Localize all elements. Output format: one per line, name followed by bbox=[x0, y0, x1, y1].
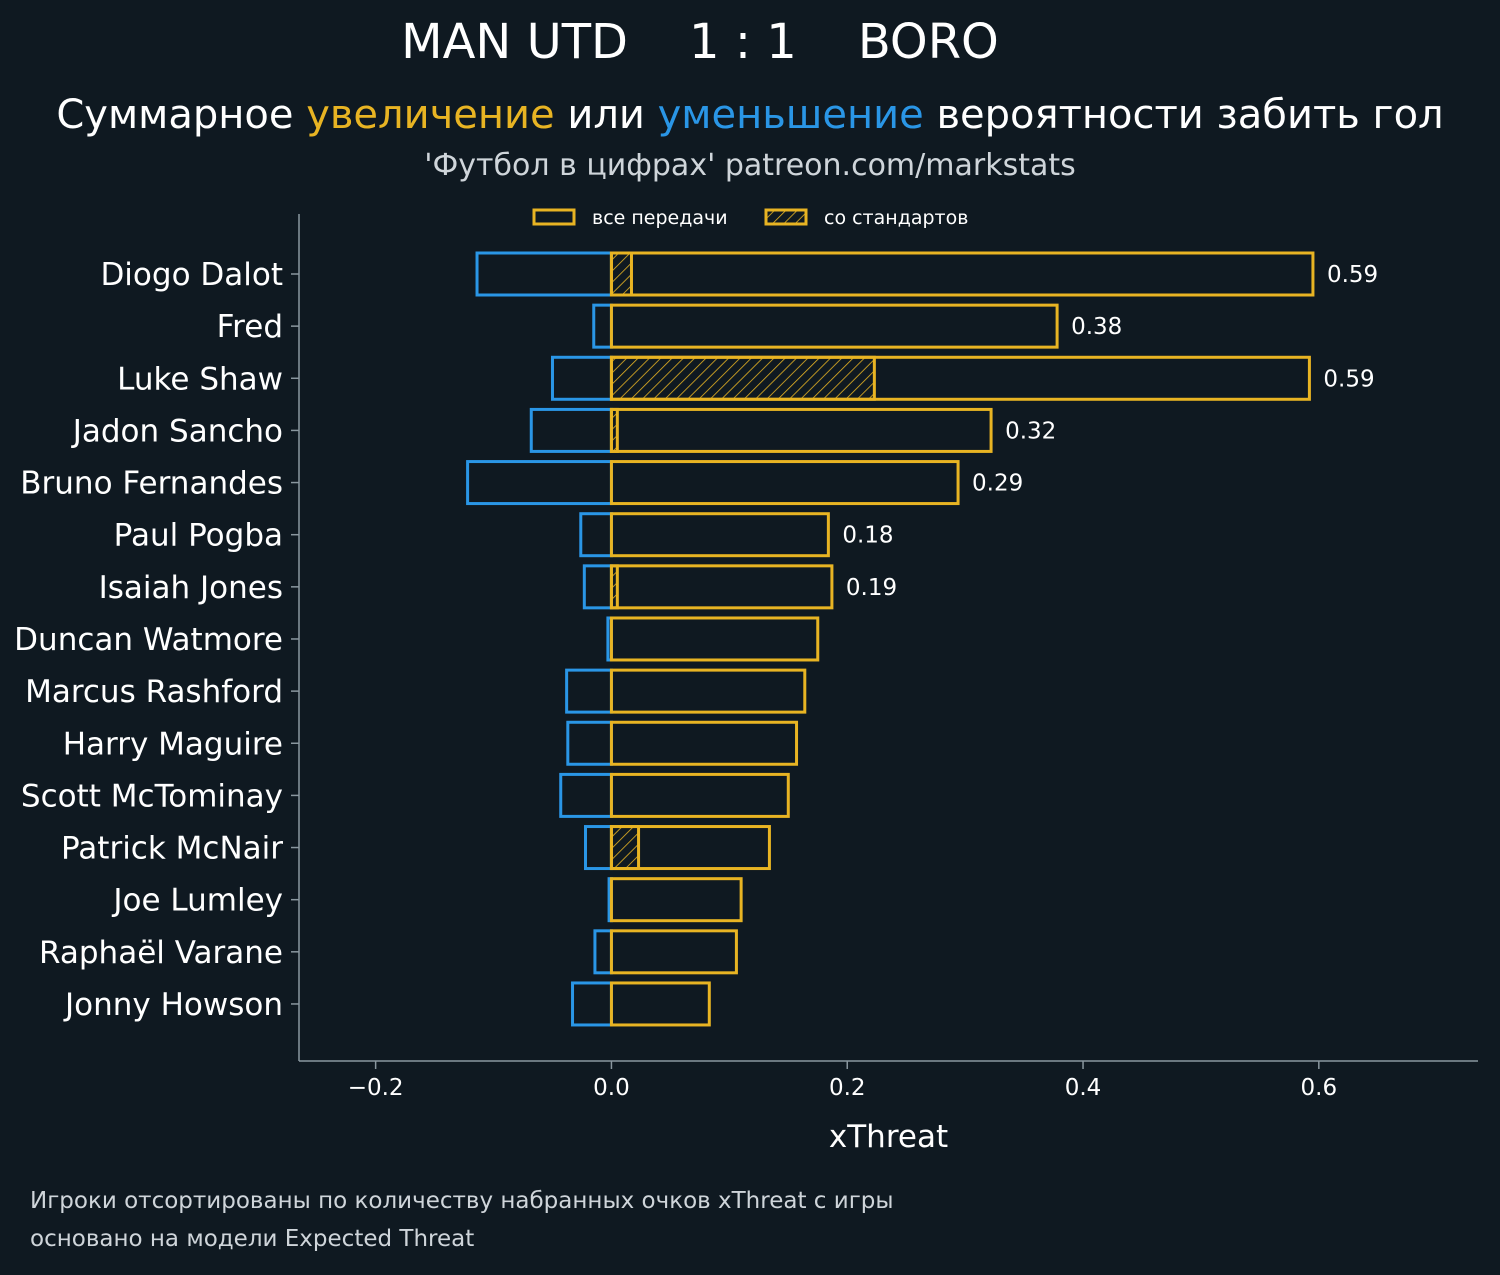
positive-bar bbox=[609, 512, 830, 558]
positive-bar bbox=[609, 720, 799, 766]
value-label: 0.59 bbox=[1323, 366, 1374, 392]
y-tick-label: Diogo Dalot bbox=[100, 257, 283, 293]
negative-bar bbox=[583, 825, 613, 871]
y-tick-label: Bruno Fernandes bbox=[20, 466, 283, 502]
negative-bar bbox=[566, 720, 613, 766]
positive-bar bbox=[609, 929, 738, 975]
positive-bar bbox=[609, 616, 820, 662]
y-tick-label: Scott McTominay bbox=[21, 778, 283, 814]
y-tick-label: Joe Lumley bbox=[111, 883, 283, 919]
positive-bar bbox=[609, 825, 771, 871]
subtitle-part-3: или bbox=[554, 92, 658, 138]
footnote-model: основано на модели Expected Threat bbox=[30, 1226, 475, 1252]
negative-bar bbox=[571, 981, 613, 1027]
x-tick-label: 0.0 bbox=[593, 1075, 630, 1101]
value-label: 0.38 bbox=[1071, 314, 1122, 340]
negative-bar bbox=[592, 303, 613, 349]
y-tick-label: Paul Pogba bbox=[114, 518, 283, 554]
y-tick-label: Raphaël Varane bbox=[39, 935, 283, 971]
x-tick-label: 0.6 bbox=[1301, 1075, 1338, 1101]
y-tick-label: Patrick McNair bbox=[61, 831, 283, 867]
negative-bar bbox=[593, 929, 613, 975]
positive-bar bbox=[609, 407, 993, 453]
negative-bar bbox=[529, 407, 613, 453]
chart-title: MAN UTD 1 : 1 BORO bbox=[401, 14, 999, 70]
set-piece-bar bbox=[609, 251, 633, 297]
y-tick-label: Jadon Sancho bbox=[71, 413, 283, 449]
x-tick-label: −0.2 bbox=[348, 1075, 404, 1101]
negative-bar bbox=[579, 512, 613, 558]
y-tick-label: Jonny Howson bbox=[63, 987, 283, 1023]
positive-bar bbox=[609, 355, 1311, 401]
subtitle-part-5: вероятности забить гол bbox=[923, 92, 1444, 138]
set-piece-bar bbox=[609, 825, 641, 871]
value-label: 0.32 bbox=[1005, 418, 1056, 444]
y-tick-label: Luke Shaw bbox=[117, 361, 283, 397]
subtitle-increase-word: увеличение bbox=[306, 92, 555, 138]
set-piece-bar bbox=[609, 355, 876, 401]
positive-bar bbox=[609, 877, 743, 923]
x-tick-label: 0.2 bbox=[829, 1075, 866, 1101]
chart-source: 'Футбол в цифрах' patreon.com/markstats bbox=[424, 148, 1076, 183]
y-tick-label: Isaiah Jones bbox=[99, 570, 283, 606]
legend-swatch-all-passes bbox=[532, 208, 576, 226]
value-label: 0.18 bbox=[842, 523, 893, 549]
negative-bar bbox=[550, 355, 613, 401]
positive-bar bbox=[609, 668, 807, 714]
legend-swatch-set-pieces bbox=[764, 208, 808, 226]
subtitle-decrease-word: уменьшение bbox=[657, 92, 924, 138]
value-label: 0.29 bbox=[972, 471, 1023, 497]
negative-bar bbox=[559, 772, 613, 818]
negative-bar bbox=[466, 460, 613, 506]
negative-bar bbox=[582, 564, 613, 610]
subtitle-part-1: Суммарное bbox=[56, 92, 307, 138]
value-label: 0.59 bbox=[1327, 262, 1378, 288]
positive-bar bbox=[609, 772, 790, 818]
x-tick-label: 0.4 bbox=[1065, 1075, 1102, 1101]
negative-bar bbox=[475, 251, 613, 297]
legend-label-set-pieces: со стандартов bbox=[824, 207, 968, 229]
legend-label-all-passes: все передачи bbox=[592, 207, 728, 229]
y-tick-label: Fred bbox=[217, 309, 283, 345]
y-tick-label: Duncan Watmore bbox=[14, 622, 283, 658]
positive-bar bbox=[609, 251, 1315, 297]
y-tick-label: Harry Maguire bbox=[63, 726, 283, 762]
positive-bar bbox=[609, 564, 834, 610]
x-axis-label: xThreat bbox=[829, 1119, 948, 1155]
value-label: 0.19 bbox=[846, 575, 897, 601]
y-tick-label: Marcus Rashford bbox=[25, 674, 283, 710]
positive-bar bbox=[609, 981, 711, 1027]
positive-bar bbox=[609, 460, 960, 506]
footnote-sorting: Игроки отсортированы по количеству набра… bbox=[30, 1188, 894, 1214]
negative-bar bbox=[565, 668, 613, 714]
positive-bar bbox=[609, 303, 1059, 349]
chart-subtitle: Суммарное увеличение или уменьшение веро… bbox=[0, 92, 1500, 138]
